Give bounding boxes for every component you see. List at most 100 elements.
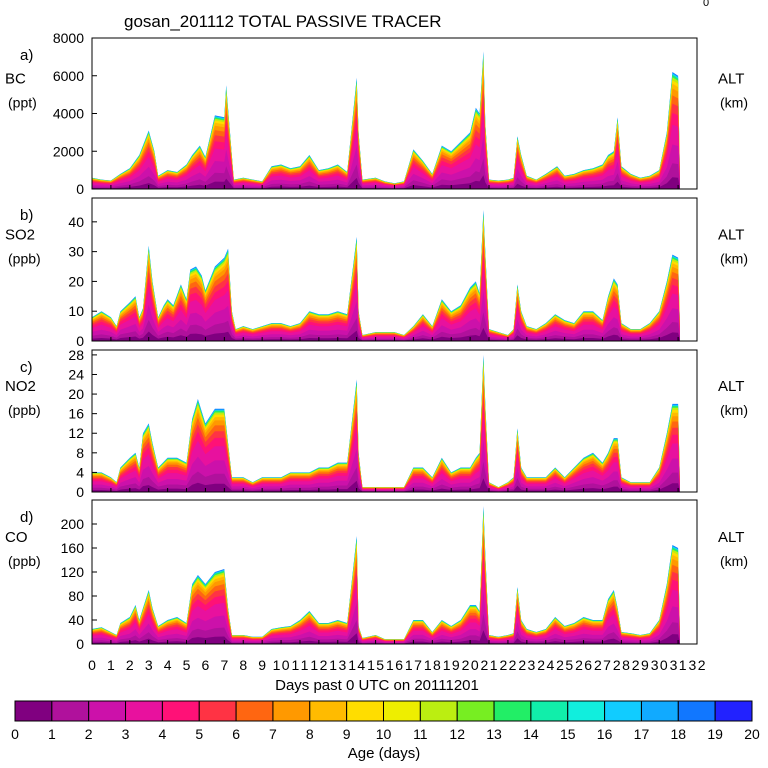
colorbar-swatch [198, 700, 237, 722]
x-tick-label: 0 [88, 657, 96, 673]
colorbar-tick-label: 15 [560, 726, 576, 742]
colorbar-tick-label: 9 [343, 726, 351, 742]
x-tick-label: 16 [386, 657, 403, 673]
colorbar-tick-label: 10 [376, 726, 392, 742]
colorbar-tick-label: 1 [48, 726, 56, 742]
right-axis-unit: (km) [720, 553, 748, 569]
colorbar-tick-label: 6 [232, 726, 240, 742]
y-tick-label: 40 [68, 214, 84, 230]
colorbar-tick-label: 5 [195, 726, 203, 742]
colorbar-swatch [530, 700, 569, 722]
x-axis: 0 1 2 3 4 5 6 7 8 9 10 11 12 13 14 15 16 17 18 19 20 21 22 23 24… [88, 657, 706, 673]
y-tick-label: 6000 [53, 68, 84, 84]
x-tick-label: 14 [348, 657, 365, 673]
colorbar-tick-label: 11 [413, 726, 428, 742]
colorbar-tick-label: 7 [269, 726, 277, 742]
colorbar-swatch [714, 700, 753, 722]
y-tick-label: 2000 [53, 143, 84, 159]
panel-ylabel: SO2 [5, 227, 35, 244]
y-tick-label: 80 [68, 588, 84, 604]
colorbar-swatch [346, 700, 384, 722]
colorbar-swatch [161, 700, 200, 722]
colorbar-tick-label: 16 [597, 726, 613, 742]
y-tick-label: 0 [76, 484, 84, 500]
y-tick-label: 0 [76, 181, 84, 197]
x-tick-label: 23 [518, 657, 535, 673]
y-tick-label: 8000 [53, 30, 84, 46]
panel-letter: d) [20, 509, 33, 526]
x-tick-label: 17 [405, 657, 422, 673]
colorbar-tick-label: 18 [671, 726, 687, 742]
colorbar-swatch [14, 700, 53, 722]
y-tick-label: 4 [76, 464, 84, 480]
y-tick-label: 0 [76, 636, 84, 652]
colorbar-tick-label: 2 [85, 726, 93, 742]
colorbar-tick-label: 20 [744, 726, 760, 742]
figure-title: gosan_201112 TOTAL PASSIVE TRACER [124, 12, 442, 31]
x-tick-label: 31 [670, 657, 687, 673]
colorbar-swatch [383, 700, 421, 722]
panel-co: 0 40 80 120 160 200 d) CO (ppb) ALT (km) [5, 499, 748, 652]
x-tick-label: 29 [632, 657, 649, 673]
y-tick-label: 40 [68, 612, 84, 628]
x-tick-label: 2 [126, 657, 134, 673]
panel-ylabel: NO2 [5, 378, 36, 395]
colorbar-swatch [493, 700, 532, 722]
colorbar: 0 1 2 3 4 5 6 7 8 9 10 11 12 13 14 15 16 17 18 19 20 [11, 700, 760, 742]
x-tick-label: 24 [537, 657, 554, 673]
panel-unit: (ppb) [8, 402, 41, 418]
y-tick-label: 24 [68, 366, 84, 382]
panels: 02000400060008000a)BC(ppt)ALT(km)0102030… [5, 30, 748, 652]
colorbar-swatch [125, 700, 163, 722]
panel-unit: (ppt) [8, 95, 37, 111]
x-tick-label: 26 [575, 657, 592, 673]
x-tick-label: 30 [651, 657, 668, 673]
y-tick-label: 4000 [53, 106, 84, 122]
x-tick-label: 27 [594, 657, 611, 673]
corner-mark: 0 [703, 0, 709, 9]
x-tick-label: 6 [202, 657, 210, 673]
colorbar-tick-label: 14 [523, 726, 539, 742]
age-band-0 [92, 630, 680, 644]
x-tick-label: 18 [424, 657, 441, 673]
y-tick-label: 30 [68, 244, 84, 260]
panel-letter: c) [20, 359, 33, 376]
x-tick-label: 1 [107, 657, 115, 673]
x-tick-label: 7 [220, 657, 228, 673]
colorbar-label: Age (days) [348, 745, 421, 762]
y-tick-label: 0 [76, 333, 84, 349]
panel-ylabel: CO [5, 529, 28, 546]
colorbar-tick-label: 4 [159, 726, 167, 742]
colorbar-swatch [677, 700, 716, 722]
panel-so2: 0 10 20 30 40 b) SO2 (ppb) ALT (km) [5, 197, 748, 349]
panel-unit: (ppb) [8, 251, 41, 267]
x-tick-label: 10 [273, 657, 290, 673]
colorbar-tick-label: 0 [11, 726, 19, 742]
colorbar-tick-label: 17 [634, 726, 650, 742]
colorbar-swatch [272, 700, 311, 722]
y-tick-label: 20 [68, 273, 84, 289]
colorbar-swatch [88, 700, 127, 722]
colorbar-swatch [235, 700, 274, 722]
panel-unit: (ppb) [8, 553, 41, 569]
x-tick-label: 32 [689, 657, 706, 673]
colorbar-tick-label: 19 [707, 726, 723, 742]
panel-letter: b) [20, 207, 33, 224]
y-tick-label: 120 [61, 564, 85, 580]
panel-no2: 0 4 8 12 16 20 24 28 c) NO2 (ppb) ALT (km) [5, 347, 748, 500]
colorbar-tick-label: 3 [122, 726, 130, 742]
x-tick-label: 5 [183, 657, 191, 673]
right-axis-unit: (km) [720, 95, 748, 111]
x-tick-label: 9 [258, 657, 266, 673]
colorbar-swatch [604, 700, 642, 722]
y-tick-label: 200 [61, 516, 85, 532]
y-tick-label: 160 [61, 540, 85, 556]
right-axis-label: ALT [718, 529, 744, 546]
x-tick-label: 15 [367, 657, 384, 673]
colorbar-swatch [456, 700, 495, 722]
colorbar-swatch [419, 700, 458, 722]
x-tick-label: 20 [462, 657, 479, 673]
right-axis-unit: (km) [720, 402, 748, 418]
x-tick-label: 19 [443, 657, 460, 673]
x-tick-label: 21 [481, 657, 498, 673]
